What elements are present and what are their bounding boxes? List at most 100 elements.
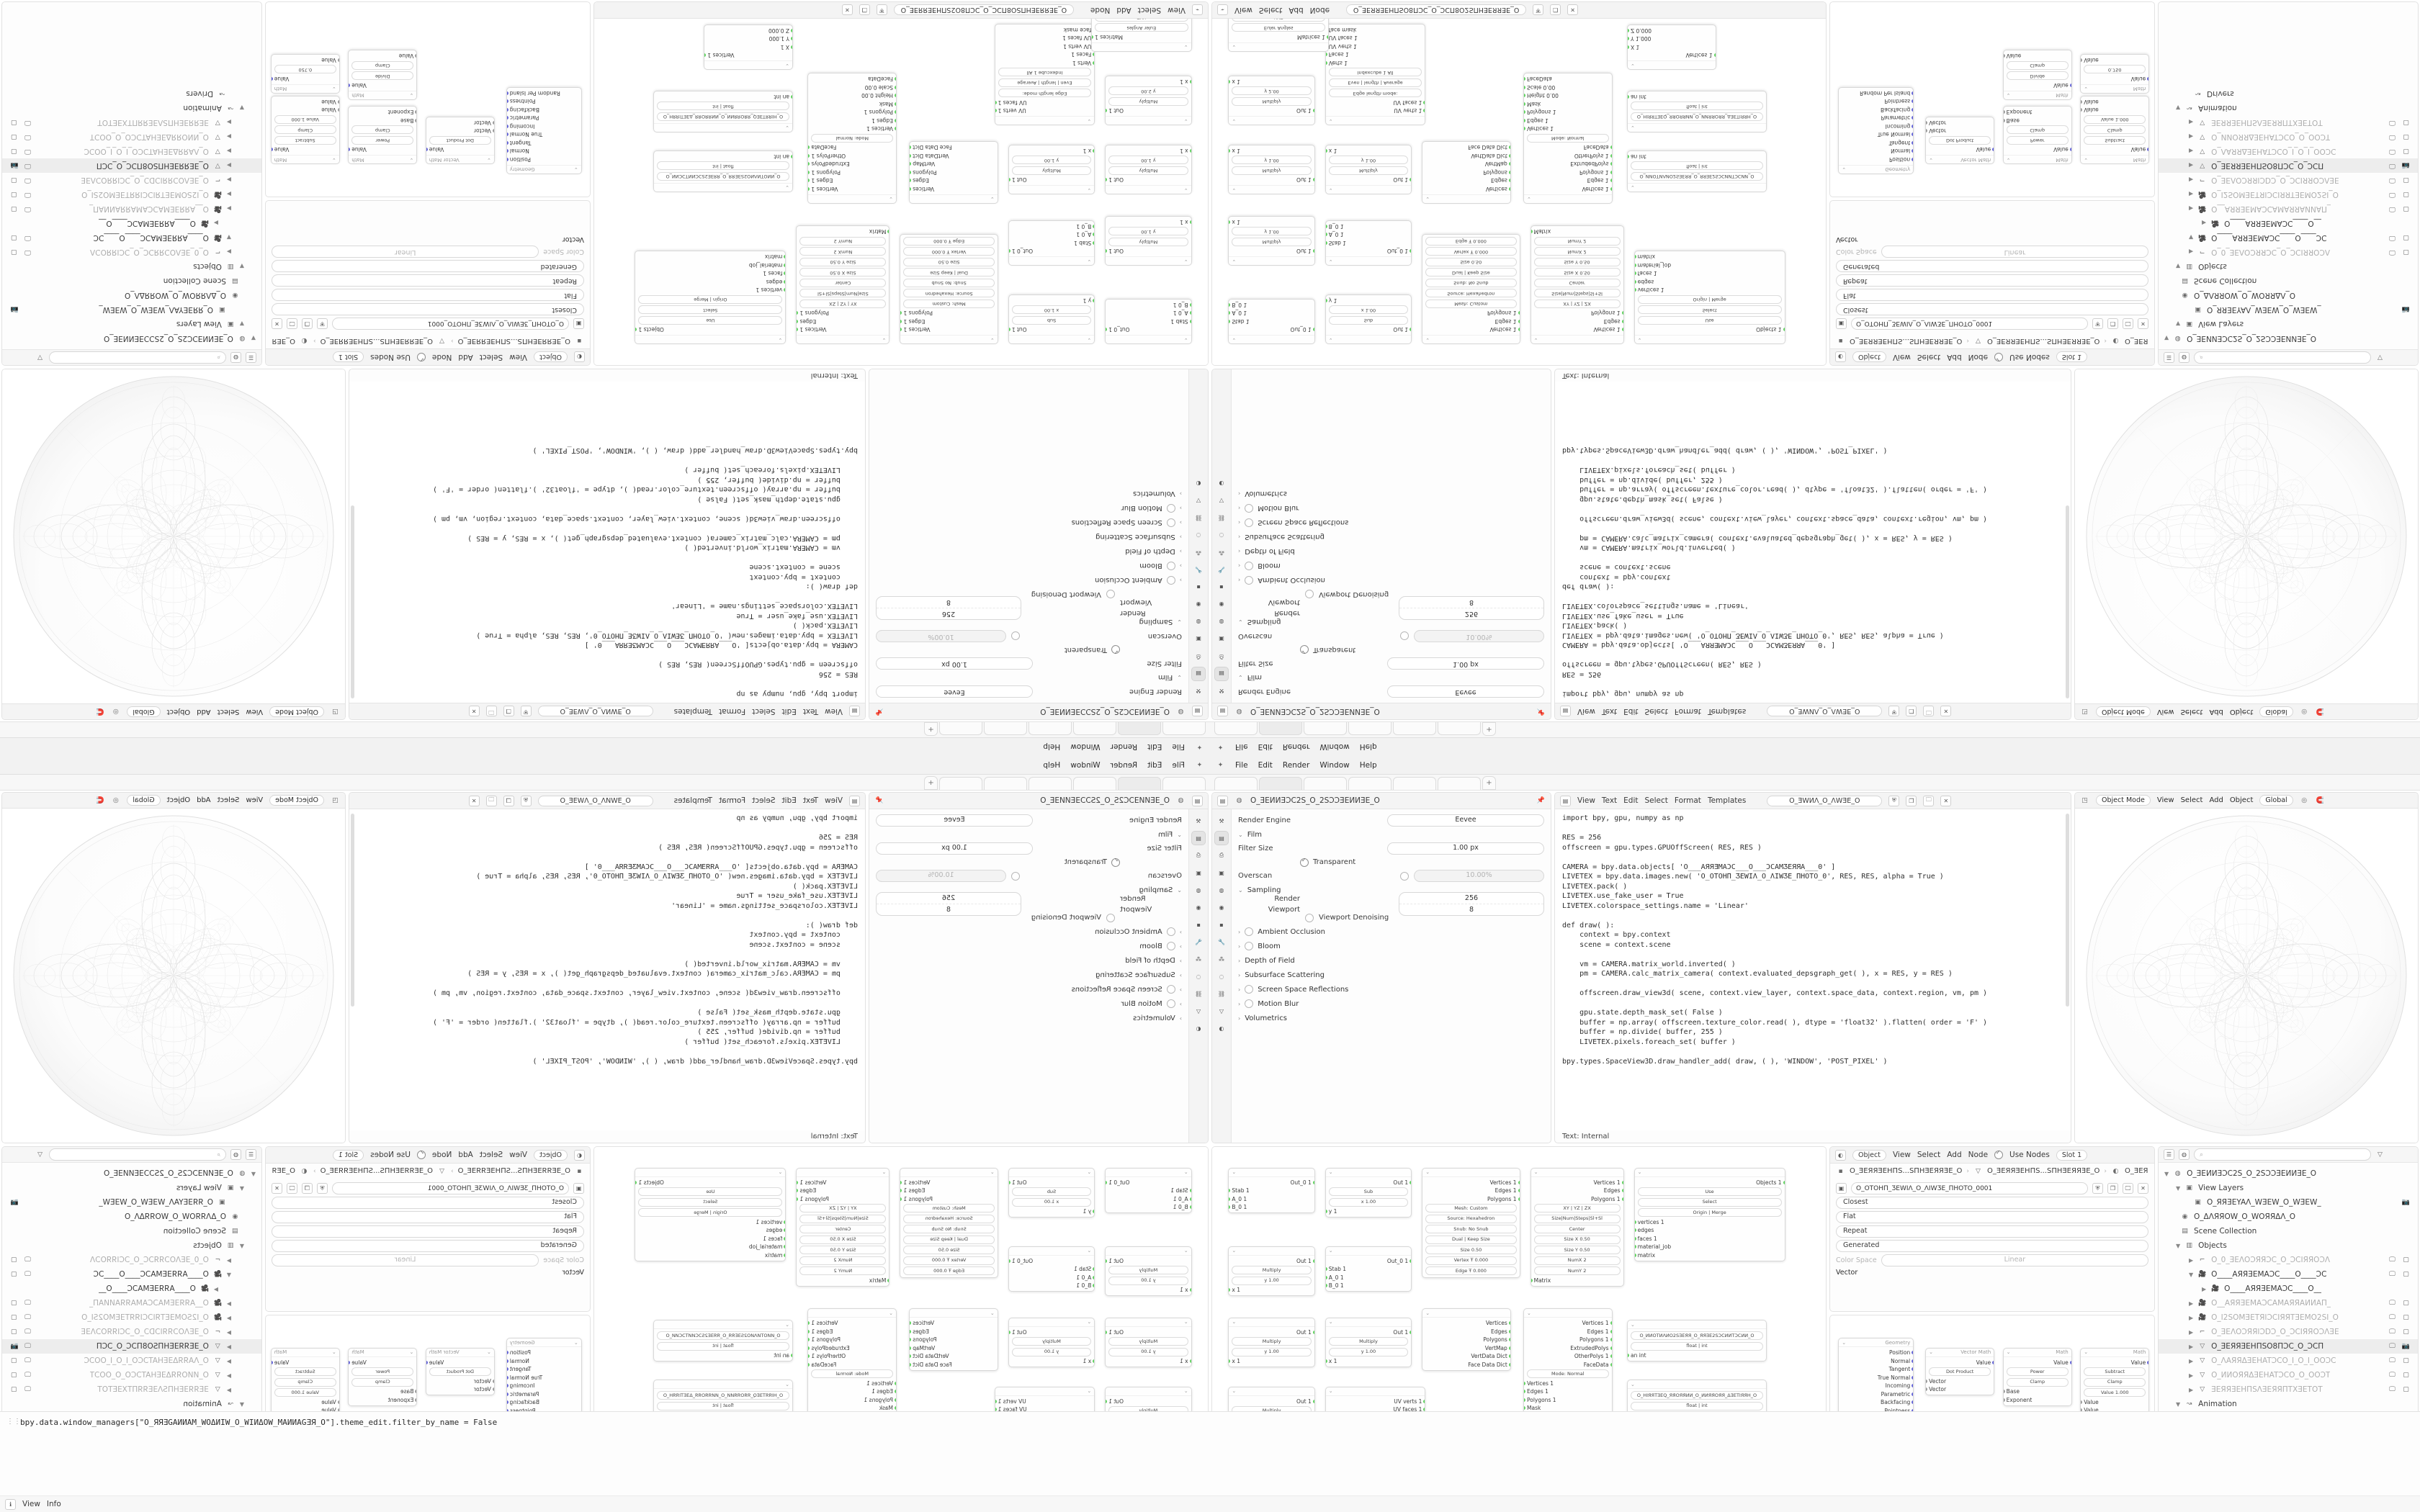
search-input[interactable]: ⌕ (2194, 351, 2371, 364)
workspace-tab-modeling[interactable] (1259, 722, 1302, 735)
collapse-icon[interactable]: ⌄ (2006, 92, 2011, 99)
viewport-denoising-checkbox[interactable] (1106, 913, 1115, 922)
geo-menu-select[interactable]: Select (1258, 6, 1283, 14)
node-input-socket[interactable]: Faces 1 (1325, 51, 1422, 58)
geo-menu-node[interactable]: Node (1309, 6, 1330, 14)
shader-node[interactable]: ⌄ Math Value Subtract Clamp Value 1.000 Value V… (2080, 95, 2150, 165)
node-input-socket[interactable]: edges (1634, 279, 1782, 285)
collapse-icon[interactable]: ⌄ (990, 336, 995, 343)
node-field[interactable]: Multiply (1108, 1337, 1188, 1346)
geo-menu-select[interactable]: Select (1137, 6, 1162, 14)
node-output-socket[interactable]: Value (2084, 1359, 2149, 1366)
shader-node[interactable]: ⌄ Geometry Position Normal Tangent True Norma… (1838, 86, 1914, 174)
node-header[interactable]: ⌄ (1422, 194, 1510, 203)
node-input-socket[interactable]: A_0 1 (1325, 1274, 1408, 1281)
monitor-icon[interactable]: 🖵 (2389, 1372, 2396, 1379)
camera-off-icon[interactable]: ▢ (2403, 191, 2409, 198)
camera-off-icon[interactable]: ▢ (2403, 1271, 2409, 1278)
extension-select[interactable]: Repeat (272, 1225, 584, 1238)
section-toggle[interactable] (1245, 999, 1254, 1008)
node-header[interactable]: ⌄Math (2081, 84, 2149, 93)
outliner-row[interactable]: ▶ 🎥 O__AЯЯƎEMAƆCAMAЯЯAИИAП_ 🖵 ▢ (2, 1296, 261, 1310)
use-nodes-checkbox[interactable] (1994, 353, 2004, 361)
menu-edit[interactable]: Edit (1147, 760, 1162, 770)
collapse-icon[interactable]: ⌄ (990, 1169, 995, 1176)
menu-render[interactable]: Render (1282, 760, 1310, 770)
node-output-socket[interactable]: Normal (1842, 1358, 1914, 1364)
breadcrumb-object[interactable]: O_ƎEЯЯƎEHПS...SПHƎEЯЯƎE_O (457, 337, 570, 345)
camera-off-icon[interactable]: ▢ (2403, 1256, 2409, 1264)
sampling-viewport-value[interactable]: 8 (1469, 598, 1474, 606)
node-field[interactable]: Mesh: Custom (903, 299, 995, 308)
collapse-icon[interactable]: ⌄ (1328, 1388, 1333, 1395)
outliner-row[interactable]: ▼ ▣ View Layers (2159, 317, 2418, 331)
node-field[interactable]: Size|Num|Steps|Sl+Sl (1533, 1214, 1621, 1223)
expand-toggle-icon[interactable]: ▼ (239, 1400, 244, 1408)
duplicate-icon[interactable]: ❐ (2107, 318, 2118, 329)
node-output-socket[interactable]: Vertices 1 (1534, 326, 1624, 333)
node-field[interactable]: Mesh: Custom (903, 1204, 995, 1213)
node-field[interactable]: Clamp (2084, 1377, 2146, 1387)
node-header[interactable]: ⌄Math (271, 84, 339, 93)
text-menu-edit[interactable]: Edit (1623, 796, 1639, 805)
sampling-render-value[interactable]: 256 (877, 608, 1021, 619)
view-layer-tab[interactable]: ▣ (1196, 636, 1201, 643)
camera-off-icon[interactable]: ▢ (2403, 133, 2409, 140)
shader-node[interactable]: ⌄ Math Value Power Clamp Base Exponent (348, 1347, 418, 1406)
node-input-socket[interactable]: Vertices 1 (811, 1380, 897, 1387)
image-icon[interactable]: ▣ (1836, 318, 1847, 329)
node-field[interactable]: Multiply (1108, 96, 1188, 106)
node-output-socket[interactable]: FaceData (807, 1362, 893, 1368)
node-input-socket[interactable]: Faces 1 (998, 51, 1095, 58)
pivot-icon[interactable]: ◎ (2301, 796, 2308, 804)
menu-window[interactable]: Window (1070, 760, 1101, 770)
node-input-socket[interactable]: Stab 1 (1325, 240, 1408, 246)
editor-type-icon[interactable]: ◳ (2081, 708, 2088, 716)
sampling-render-value[interactable]: 256 (1399, 893, 1543, 904)
node-input-socket[interactable]: edges (1634, 1227, 1782, 1233)
viewport-menu-view[interactable]: View (2156, 708, 2174, 716)
node-output-socket[interactable]: Out 1 (1232, 248, 1315, 254)
menu-edit[interactable]: Edit (1258, 760, 1273, 770)
node-field[interactable]: Edge Ŧ 0.000 (1425, 1266, 1517, 1276)
collapse-icon[interactable]: ⌄ (1232, 1388, 1237, 1395)
node-input-socket[interactable]: vertices 1 (1634, 1219, 1782, 1225)
node-input-socket[interactable]: vertices 1 (1634, 287, 1782, 293)
collapse-icon[interactable]: ⌄ (2006, 156, 2011, 163)
shader-node-canvas[interactable]: ⌄ Geometry Position Normal Tangent True Norma… (265, 1, 591, 197)
info-menu-view[interactable]: View (22, 1500, 40, 1508)
breadcrumb-mesh[interactable]: O_ƎEЯЯƎEHПS...SПHƎEЯЯƎE_O (320, 1167, 433, 1175)
node-output-socket[interactable]: Out 1 (1105, 107, 1188, 114)
section-toggle[interactable] (1166, 562, 1175, 570)
node-field[interactable]: y 1.00 (1108, 1347, 1188, 1356)
node-input-socket[interactable]: UV verts 1 (1325, 43, 1422, 50)
collapse-icon[interactable]: ⌄ (1183, 258, 1188, 264)
collapse-icon[interactable]: ⌄ (1183, 1319, 1188, 1326)
node-field[interactable]: XYZ (1095, 19, 1188, 22)
expand-toggle-icon[interactable]: ▼ (251, 335, 256, 342)
node-field[interactable]: float | int (657, 1401, 789, 1410)
workspace-tab-texpaint[interactable] (984, 777, 1027, 790)
shader-menu-node[interactable]: Node (431, 1151, 452, 1159)
folder-icon[interactable]: 🗀 (1923, 706, 1935, 717)
collapsed-section-0[interactable]: › Ambient Occlusion (876, 573, 1182, 588)
node-field[interactable]: y 1.00 (1011, 156, 1092, 165)
node-input-socket[interactable]: Edges 1 (1523, 1388, 1609, 1395)
shield-icon[interactable]: ⛨ (317, 1183, 328, 1194)
breadcrumb-material[interactable]: O_ƎEЯ (272, 1167, 295, 1175)
collapse-icon[interactable]: ⌄ (778, 1169, 783, 1176)
close-icon[interactable]: ✕ (2138, 1183, 2148, 1194)
geometry-node[interactable]: ⌄ Vertices 1 Edges 1 Polygons 1 ExtrudedPoly… (1523, 73, 1613, 204)
node-header[interactable]: ⌄ Geometry (506, 1338, 581, 1348)
node-field[interactable]: Size|Num|Steps|Sl+Sl (799, 289, 887, 298)
node-input-socket[interactable]: Exponent (2003, 1397, 2069, 1403)
section-toggle[interactable] (1245, 927, 1254, 936)
menu-file[interactable]: File (1172, 742, 1185, 752)
viewport-mode-select[interactable]: Object Mode (2096, 795, 2151, 806)
collapsed-section-2[interactable]: › Depth of Field (876, 544, 1182, 559)
data-tab[interactable]: ▽ (1219, 498, 1224, 505)
node-header[interactable]: ⌄ (1325, 1247, 1412, 1256)
close-icon[interactable]: ✕ (468, 795, 480, 806)
node-field[interactable]: Value 1.000 (274, 114, 336, 124)
